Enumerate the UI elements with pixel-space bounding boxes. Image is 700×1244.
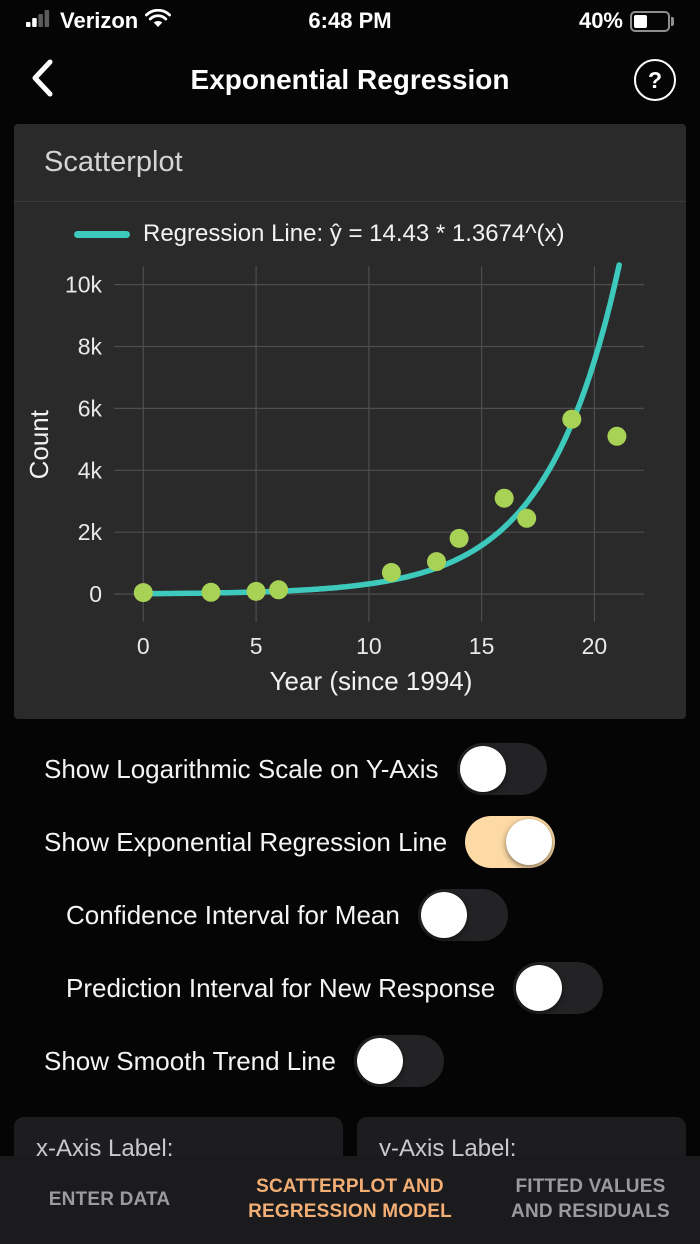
svg-text:5: 5 [250,633,263,659]
tab-fitted-values-residuals[interactable]: FITTED VALUES AND RESIDUALS [489,1175,692,1224]
svg-text:20: 20 [582,633,608,659]
data-point [607,426,627,446]
data-point [133,583,153,603]
tab-label: ENTER DATA [48,1188,171,1210]
switch-knob [506,819,553,865]
help-button[interactable]: ? [634,59,676,101]
svg-text:10: 10 [356,633,382,659]
toggle-prediction-interval-switch[interactable] [513,962,604,1014]
data-point [494,488,514,508]
toggle-label: Show Logarithmic Scale on Y-Axis [44,753,439,784]
tab-label: SCATTERPLOT AND REGRESSION MODEL [248,1176,452,1222]
tab-label: FITTED VALUES AND RESIDUALS [511,1176,670,1222]
question-mark-icon: ? [647,66,663,93]
bottom-tab-bar: ENTER DATA SCATTERPLOT AND REGRESSION MO… [0,1156,700,1244]
cellular-signal-icon [26,8,53,34]
toggle-row-confidence-interval: Confidence Interval for Mean [44,889,700,941]
toggle-label: Show Exponential Regression Line [44,826,448,857]
x-axis-title: Year (since 1994) [269,666,473,696]
data-point [449,528,469,548]
wifi-icon [145,8,172,34]
carrier-label: Verizon [60,8,139,33]
toggle-regression-line-switch[interactable] [465,816,556,868]
chevron-left-icon [30,58,54,103]
toggle-label: Show Smooth Trend Line [44,1045,336,1076]
switch-knob [356,1038,403,1084]
chart-legend: Regression Line: ŷ = 14.43 * 1.3674^(x) [74,220,674,248]
scatterplot-svg: 0 2k 4k 6k 8k 10k 0 5 10 15 20 [65,262,644,659]
toggle-log-scale-switch[interactable] [456,743,547,795]
battery-percent-label: 40% [578,8,623,33]
toggle-label: Prediction Interval for New Response [66,972,496,1003]
toggle-row-log-scale: Show Logarithmic Scale on Y-Axis [44,743,700,795]
chart-area: Regression Line: ŷ = 14.43 * 1.3674^(x) … [14,202,686,719]
switch-knob [516,965,563,1011]
svg-text:2k: 2k [78,519,103,545]
toggle-row-prediction-interval: Prediction Interval for New Response [44,962,700,1014]
page-title: Exponential Regression [190,64,510,95]
svg-text:0: 0 [89,581,102,607]
battery-icon [630,10,674,32]
battery-fill [634,14,647,28]
data-point [517,508,537,528]
nav-bar: Exponential Regression ? [0,42,700,118]
scatterplot-card: Scatterplot Regression Line: ŷ = 14.43 *… [14,124,686,719]
toggle-smooth-trend-switch[interactable] [353,1035,444,1087]
regression-line [140,262,622,597]
data-point [562,409,582,429]
svg-text:10k: 10k [65,272,103,298]
svg-text:6k: 6k [78,395,103,421]
toggle-row-smooth-trend: Show Smooth Trend Line [44,1035,700,1087]
legend-line-swatch [74,230,130,238]
toggle-label: Confidence Interval for Mean [66,899,400,930]
y-axis-title: Count [24,410,54,480]
switch-knob [420,892,467,938]
data-point [201,582,221,602]
svg-text:8k: 8k [78,334,103,360]
legend-label: Regression Line: ŷ = 14.43 * 1.3674^(x) [143,220,565,247]
toggle-confidence-interval-switch[interactable] [417,889,508,941]
svg-text:15: 15 [469,633,495,659]
svg-text:4k: 4k [78,457,103,483]
tab-scatterplot-regression[interactable]: SCATTERPLOT AND REGRESSION MODEL [211,1175,489,1224]
tab-enter-data[interactable]: ENTER DATA [8,1188,211,1213]
data-point [246,581,266,601]
options-section: Show Logarithmic Scale on Y-Axis Show Ex… [0,719,700,1087]
toggle-row-regression-line: Show Exponential Regression Line [44,816,700,868]
back-button[interactable] [18,52,66,108]
clock-label: 6:48 PM [308,8,392,33]
switch-knob [459,746,506,792]
data-point [381,563,401,582]
svg-text:0: 0 [137,633,150,659]
status-bar: Verizon 6:48 PM 40% [0,0,700,42]
data-point [269,580,289,600]
card-title: Scatterplot [14,124,686,202]
data-point [427,552,446,572]
